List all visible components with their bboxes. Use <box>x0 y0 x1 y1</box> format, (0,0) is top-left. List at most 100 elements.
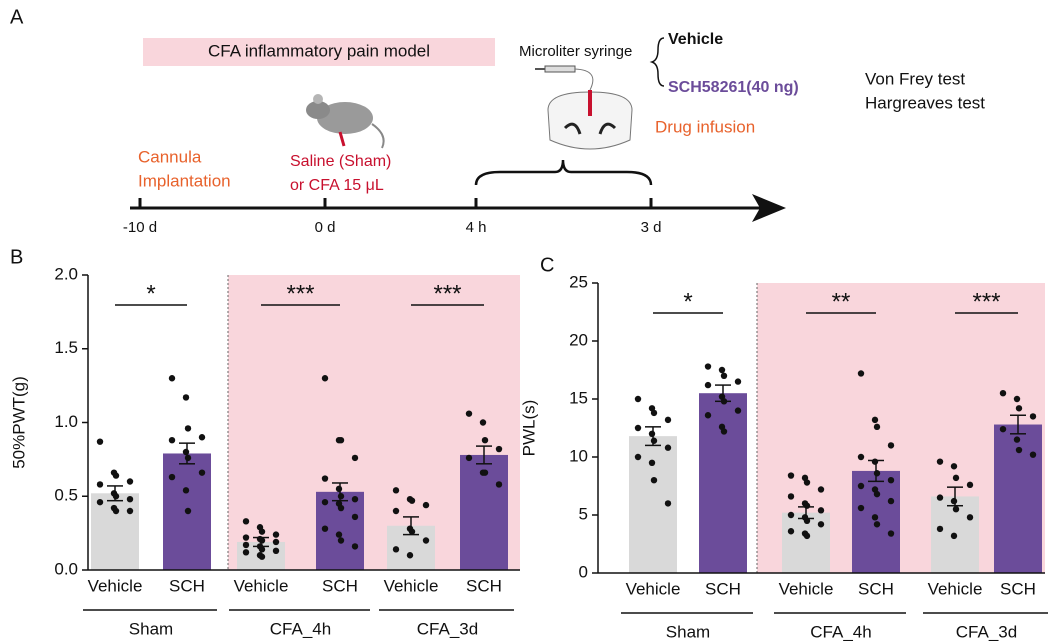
data-point <box>184 507 192 515</box>
timeline-ticks <box>138 198 653 208</box>
y-tick-label: 5 <box>579 504 588 523</box>
data-point <box>182 448 190 456</box>
x-tick-label: SCH <box>169 576 205 595</box>
significance-label: *** <box>286 280 314 307</box>
y-tick-label: 0 <box>579 562 588 581</box>
data-point <box>664 416 672 424</box>
data-point <box>787 511 795 519</box>
injection-label: or CFA 15 μL <box>290 177 384 194</box>
data-point <box>634 424 642 432</box>
data-point <box>112 507 120 515</box>
data-point <box>887 530 895 537</box>
significance-label: * <box>683 288 692 315</box>
data-point <box>337 437 345 444</box>
data-point <box>126 478 134 485</box>
data-point <box>718 366 726 374</box>
bar <box>91 493 139 570</box>
y-axis-label: 50%PWT(g) <box>9 376 28 469</box>
data-point <box>112 472 120 479</box>
data-point <box>650 477 658 484</box>
data-point <box>704 381 712 389</box>
data-point <box>392 546 400 553</box>
drug-label: SCH58261(40 ng) <box>668 79 799 96</box>
data-point <box>664 444 672 451</box>
significance-label: ** <box>832 288 851 315</box>
data-point <box>184 425 192 432</box>
data-point <box>966 514 974 521</box>
data-point <box>335 531 343 538</box>
data-point <box>817 507 825 514</box>
data-point <box>495 445 503 453</box>
x-tick-label: Vehicle <box>384 576 439 595</box>
x-tick-label: SCH <box>466 576 502 595</box>
data-point <box>198 434 206 441</box>
data-point <box>873 521 881 528</box>
significance-label: *** <box>972 288 1000 315</box>
syringe-icon <box>535 65 594 91</box>
cannula-label: Cannula <box>138 147 202 166</box>
brain-icon <box>547 90 633 150</box>
data-point <box>650 409 658 417</box>
data-point <box>126 507 134 515</box>
data-point <box>112 493 120 500</box>
data-point <box>634 395 642 403</box>
data-point <box>96 438 104 445</box>
y-tick-label: 10 <box>569 446 588 465</box>
data-point <box>817 486 825 493</box>
data-point <box>337 537 345 544</box>
data-point <box>182 394 190 401</box>
x-tick-label: Vehicle <box>928 579 983 598</box>
bar <box>994 424 1042 573</box>
data-point <box>272 547 280 555</box>
data-point <box>481 437 489 444</box>
data-point <box>966 481 974 489</box>
data-point <box>337 504 345 512</box>
data-point <box>258 528 266 535</box>
data-point <box>857 482 865 490</box>
data-point <box>664 500 672 507</box>
data-point <box>936 494 944 501</box>
data-point <box>168 375 176 382</box>
data-point <box>479 419 487 426</box>
group-label: Sham <box>666 622 710 641</box>
data-point <box>321 475 329 482</box>
x-tick-label: Vehicle <box>626 579 681 598</box>
data-point <box>857 504 865 512</box>
group-label: CFA_4h <box>270 619 331 638</box>
data-point <box>321 498 329 506</box>
y-tick-label: 20 <box>569 330 588 349</box>
data-point <box>465 454 473 462</box>
data-point <box>887 442 895 449</box>
significance-label: * <box>146 280 155 307</box>
panel-label: B <box>10 246 23 268</box>
data-point <box>321 375 329 382</box>
data-point <box>272 531 280 538</box>
syringe-label: Microliter syringe <box>519 43 632 60</box>
data-point <box>873 423 881 431</box>
data-point <box>321 525 329 532</box>
data-point <box>873 490 881 498</box>
data-point <box>734 378 742 385</box>
data-point <box>1015 446 1023 454</box>
data-point <box>392 507 400 515</box>
data-point <box>817 521 825 528</box>
data-point <box>408 497 416 504</box>
panel-label: C <box>540 254 554 276</box>
data-point <box>242 518 250 525</box>
data-point <box>337 493 345 500</box>
data-point <box>648 430 656 437</box>
data-point <box>803 479 811 486</box>
x-tick-label: Vehicle <box>779 579 834 598</box>
model-label: CFA inflammatory pain model <box>208 41 430 60</box>
data-point <box>887 477 895 484</box>
significance-label: *** <box>433 280 461 307</box>
test-label: Von Frey test <box>865 69 965 88</box>
data-point <box>871 458 879 465</box>
time-label: 4 h <box>466 219 487 236</box>
data-point <box>1013 436 1021 443</box>
data-point <box>272 538 280 546</box>
data-point <box>857 453 865 461</box>
data-point <box>936 525 944 533</box>
time-label: -10 d <box>123 219 157 236</box>
data-point <box>242 534 250 541</box>
